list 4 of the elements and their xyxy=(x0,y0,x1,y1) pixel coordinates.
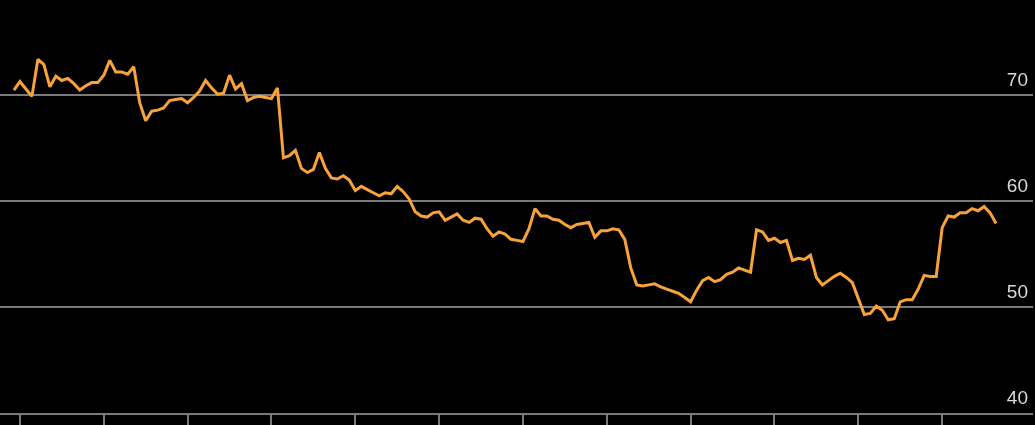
y-tick-label: 50 xyxy=(1006,280,1028,302)
y-tick-label: 40 xyxy=(1006,386,1028,408)
y-tick-label: 60 xyxy=(1006,174,1028,196)
y-tick-label: 70 xyxy=(1006,68,1028,90)
